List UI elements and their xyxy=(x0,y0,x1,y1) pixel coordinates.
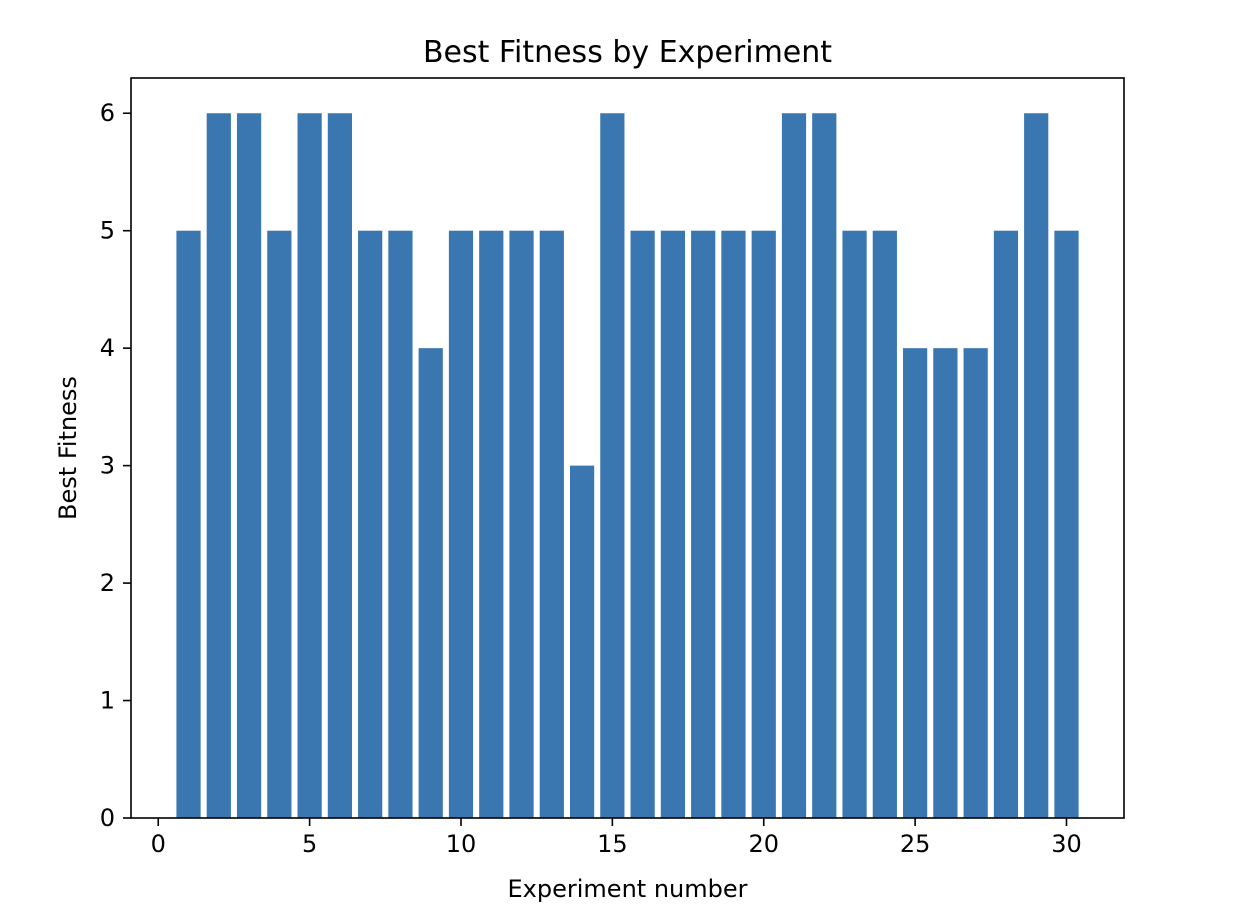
x-tick-label: 20 xyxy=(748,830,779,858)
bar-experiment-3 xyxy=(236,113,262,819)
bar-experiment-26 xyxy=(933,348,958,818)
y-tick-label: 0 xyxy=(100,804,115,832)
bar-experiment-12 xyxy=(509,230,534,818)
bar-experiment-2 xyxy=(206,113,231,819)
x-tick-label: 10 xyxy=(446,830,477,858)
bar-experiment-5 xyxy=(297,113,322,819)
bar-experiment-29 xyxy=(1024,113,1049,819)
bar-experiment-4 xyxy=(267,230,292,818)
chart-title: Best Fitness by Experiment xyxy=(423,35,832,70)
plot-area-frame xyxy=(130,77,1125,819)
bar-experiment-22 xyxy=(812,113,837,819)
y-tick-label: 2 xyxy=(100,569,115,597)
x-tick-label: 15 xyxy=(597,830,628,858)
bar-experiment-9 xyxy=(418,348,443,818)
bar-experiment-18 xyxy=(691,230,716,818)
bar-experiment-14 xyxy=(569,465,595,818)
x-tick-label: 30 xyxy=(1051,830,1082,858)
x-tick-label: 5 xyxy=(302,830,317,858)
x-axis-label: Experiment number xyxy=(508,875,748,903)
bar-experiment-27 xyxy=(963,348,988,818)
y-tick-label: 5 xyxy=(100,217,115,245)
bar-experiment-19 xyxy=(721,230,746,818)
bar-experiment-10 xyxy=(448,230,474,818)
bar-experiment-21 xyxy=(781,113,807,819)
y-tick-label: 4 xyxy=(100,334,115,362)
y-tick-label: 3 xyxy=(100,452,115,480)
y-axis-ticks: 0 1 2 3 4 5 6 xyxy=(100,99,131,832)
x-axis-ticks: 0 5 10 15 20 25 30 xyxy=(151,818,1082,858)
bar-experiment-13 xyxy=(539,230,564,818)
bars-group xyxy=(176,113,1079,819)
y-tick-label: 1 xyxy=(100,687,115,715)
bar-experiment-1 xyxy=(176,230,201,818)
bar-experiment-24 xyxy=(872,230,897,818)
bar-experiment-15 xyxy=(600,113,625,819)
x-tick-label: 0 xyxy=(151,830,166,858)
bar-experiment-11 xyxy=(479,230,504,818)
bar-experiment-16 xyxy=(630,230,655,818)
bar-experiment-7 xyxy=(358,230,383,818)
bar-experiment-25 xyxy=(903,348,928,818)
x-tick-label: 25 xyxy=(900,830,931,858)
bar-experiment-6 xyxy=(327,113,352,819)
bar-experiment-17 xyxy=(660,230,686,818)
bar-experiment-28 xyxy=(993,230,1019,818)
bar-experiment-23 xyxy=(842,230,867,818)
bar-experiment-8 xyxy=(388,230,413,818)
y-tick-label: 6 xyxy=(100,99,115,127)
y-axis-label: Best Fitness xyxy=(54,376,82,520)
bar-experiment-30 xyxy=(1054,230,1079,818)
bar-experiment-20 xyxy=(751,230,776,818)
